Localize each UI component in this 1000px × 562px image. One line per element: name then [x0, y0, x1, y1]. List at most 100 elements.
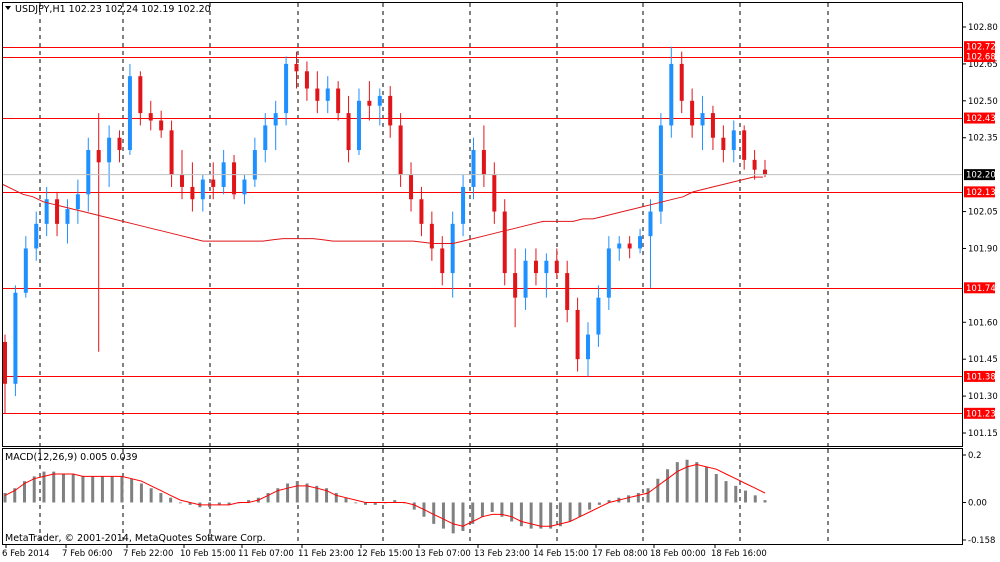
- candle[interactable]: [55, 191, 60, 237]
- candle[interactable]: [127, 63, 132, 155]
- candle-body: [242, 179, 247, 195]
- candle[interactable]: [336, 81, 341, 121]
- candle-body: [627, 243, 632, 249]
- candle[interactable]: [638, 228, 643, 254]
- candle[interactable]: [544, 253, 549, 298]
- candle-body: [388, 95, 393, 126]
- candle[interactable]: [606, 236, 611, 310]
- candle[interactable]: [242, 174, 247, 205]
- level-label-bg: [964, 112, 995, 124]
- candle[interactable]: [117, 130, 122, 163]
- macd-bar: [500, 502, 504, 517]
- candle[interactable]: [513, 248, 518, 328]
- macd-bar: [539, 502, 543, 529]
- candle[interactable]: [586, 322, 591, 377]
- candle[interactable]: [648, 199, 653, 288]
- candle[interactable]: [419, 186, 424, 237]
- candle[interactable]: [492, 162, 497, 224]
- macd-bar: [325, 488, 329, 503]
- candle[interactable]: [356, 88, 361, 155]
- candle[interactable]: [304, 61, 309, 101]
- candle[interactable]: [65, 199, 70, 244]
- candle[interactable]: [440, 236, 445, 286]
- x-tick-label: 13 Feb 07:00: [415, 549, 471, 559]
- candle[interactable]: [315, 71, 320, 114]
- candle[interactable]: [679, 51, 684, 114]
- collapse-triangle-icon[interactable]: [5, 6, 11, 10]
- candle[interactable]: [367, 81, 372, 121]
- candle[interactable]: [731, 120, 736, 163]
- x-tick-label: 12 Feb 15:00: [357, 549, 413, 559]
- macd-bar: [120, 476, 124, 503]
- candle[interactable]: [200, 174, 205, 212]
- candle-body: [398, 125, 403, 175]
- y-tick-label: 101.30: [968, 392, 998, 402]
- candle-body: [502, 211, 507, 274]
- candle-body: [690, 100, 695, 126]
- candle[interactable]: [75, 179, 80, 224]
- candle[interactable]: [96, 113, 101, 352]
- macd-bar: [52, 471, 56, 503]
- candle[interactable]: [742, 125, 747, 170]
- candle[interactable]: [252, 137, 257, 187]
- candle[interactable]: [169, 120, 174, 187]
- candle-body: [273, 113, 278, 126]
- candle[interactable]: [346, 95, 351, 163]
- macd-bar: [705, 466, 709, 503]
- candle[interactable]: [596, 285, 601, 347]
- candle-body: [232, 162, 237, 195]
- candle[interactable]: [34, 211, 39, 261]
- candle[interactable]: [3, 334, 7, 414]
- candle[interactable]: [502, 199, 507, 286]
- candle[interactable]: [148, 100, 153, 131]
- candle[interactable]: [294, 51, 299, 89]
- candle[interactable]: [471, 137, 476, 200]
- candle[interactable]: [409, 162, 414, 212]
- candle[interactable]: [388, 86, 393, 138]
- candle[interactable]: [211, 162, 216, 200]
- candle[interactable]: [481, 125, 486, 187]
- candle[interactable]: [700, 95, 705, 151]
- macd-bar: [364, 502, 368, 505]
- candle[interactable]: [273, 100, 278, 151]
- support-resistance-levels: [3, 47, 962, 414]
- candle[interactable]: [523, 248, 528, 310]
- candle[interactable]: [554, 248, 559, 278]
- candle[interactable]: [23, 236, 28, 298]
- candle[interactable]: [627, 236, 632, 259]
- candle[interactable]: [107, 125, 112, 187]
- candle[interactable]: [284, 56, 289, 126]
- candle[interactable]: [450, 211, 455, 298]
- candle-body: [575, 309, 580, 360]
- candle[interactable]: [617, 236, 622, 261]
- candle[interactable]: [533, 248, 538, 286]
- candle[interactable]: [159, 110, 164, 138]
- candle-body: [159, 120, 164, 131]
- candle[interactable]: [232, 154, 237, 200]
- candle[interactable]: [710, 105, 715, 151]
- macd-bar: [81, 476, 85, 503]
- level-label: 102.72: [966, 43, 996, 53]
- candle[interactable]: [690, 88, 695, 138]
- macd-bar: [597, 502, 601, 505]
- x-tick-label: 17 Feb 08:00: [592, 549, 648, 559]
- candle[interactable]: [669, 46, 674, 138]
- candle[interactable]: [461, 174, 466, 237]
- candle[interactable]: [138, 71, 143, 126]
- macd-bar: [588, 502, 592, 510]
- candle[interactable]: [658, 113, 663, 224]
- candle[interactable]: [575, 297, 580, 372]
- macd-bar: [315, 485, 319, 503]
- candle-body: [679, 63, 684, 101]
- candle[interactable]: [190, 162, 195, 212]
- candle[interactable]: [44, 186, 49, 237]
- candle[interactable]: [429, 211, 434, 261]
- candle[interactable]: [721, 125, 726, 163]
- candle[interactable]: [325, 76, 330, 114]
- candle[interactable]: [13, 285, 18, 397]
- price-axis: 102.80 102.65 102.50 102.35 102.05 101.90 101.…: [3, 23, 998, 439]
- candle[interactable]: [565, 260, 570, 323]
- candle[interactable]: [263, 113, 268, 163]
- candle[interactable]: [377, 88, 382, 126]
